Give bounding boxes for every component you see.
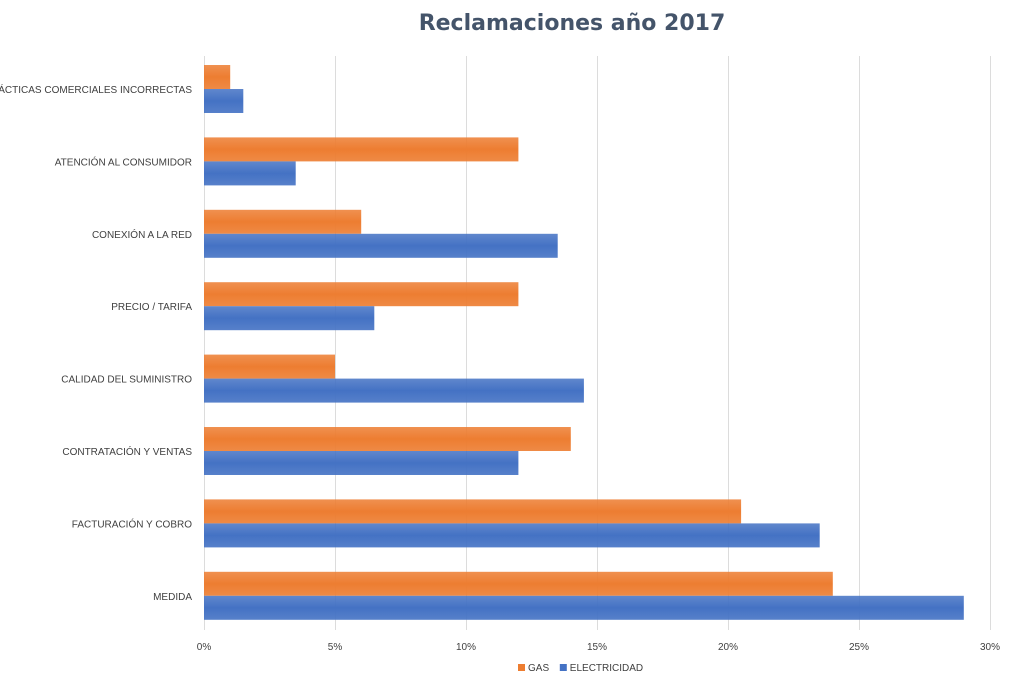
bar-gas-6 <box>204 499 742 524</box>
bar-gas-1 <box>204 137 519 162</box>
bar-gas-4 <box>204 354 335 379</box>
category-label: CONTRATACIÓN Y VENTAS <box>62 445 192 458</box>
category-label: CONEXIÓN A LA RED <box>92 228 192 241</box>
legend: GAS ELECTRICIDAD <box>518 663 643 674</box>
bar-gas-2 <box>204 209 362 234</box>
x-tick-label: 0% <box>197 642 212 653</box>
x-tick-label: 10% <box>456 642 476 653</box>
bar-gas-5 <box>204 427 571 451</box>
bar-gas-7 <box>204 571 833 596</box>
legend-label-gas: GAS <box>528 663 549 674</box>
category-label: PRECIO / TARIFA <box>111 302 192 313</box>
legend-swatch-gas <box>518 664 525 671</box>
bar-electricidad-6 <box>204 523 820 548</box>
x-tick-label: 20% <box>718 642 738 653</box>
legend-swatch-electricidad <box>559 664 567 671</box>
bar-electricidad-1 <box>204 161 296 186</box>
category-label: ATENCIÓN AL CONSUMIDOR <box>55 155 192 168</box>
category-label: PRÁCTICAS COMERCIALES INCORRECTAS <box>0 83 192 96</box>
category-label: CALIDAD DEL SUMINISTRO <box>61 375 192 386</box>
bar-electricidad-4 <box>204 378 584 403</box>
bar-electricidad-7 <box>204 595 964 620</box>
category-label: FACTURACIÓN Y COBRO <box>72 517 192 530</box>
bars <box>204 65 964 620</box>
category-labels: PRÁCTICAS COMERCIALES INCORRECTAS ATENCIÓ… <box>0 83 192 603</box>
bar-electricidad-3 <box>204 306 375 331</box>
x-tick-label: 5% <box>328 642 343 653</box>
bar-electricidad-2 <box>204 233 558 258</box>
bar-gas-3 <box>204 282 519 307</box>
category-label: MEDIDA <box>153 592 192 603</box>
bar-gas-0 <box>204 65 231 89</box>
legend-label-electricidad: ELECTRICIDAD <box>570 663 643 674</box>
x-axis-tick-labels: 0% 5% 10% 15% 20% 25% 30% <box>197 642 1000 653</box>
bar-electricidad-0 <box>204 89 244 113</box>
bar-electricidad-5 <box>204 451 519 475</box>
x-tick-label: 25% <box>849 642 869 653</box>
chart-title: Reclamaciones año 2017 <box>419 11 726 36</box>
x-tick-label: 15% <box>587 642 607 653</box>
x-tick-label: 30% <box>980 642 1000 653</box>
